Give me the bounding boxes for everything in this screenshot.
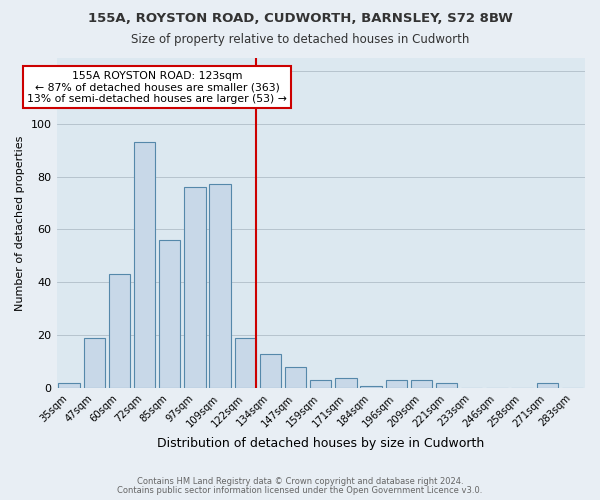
Y-axis label: Number of detached properties: Number of detached properties	[15, 135, 25, 310]
Text: 155A, ROYSTON ROAD, CUDWORTH, BARNSLEY, S72 8BW: 155A, ROYSTON ROAD, CUDWORTH, BARNSLEY, …	[88, 12, 512, 26]
Bar	[260, 354, 281, 388]
Bar	[411, 380, 432, 388]
Bar	[436, 383, 457, 388]
Bar	[310, 380, 331, 388]
Bar	[58, 383, 80, 388]
Bar	[109, 274, 130, 388]
Bar	[285, 367, 307, 388]
Bar	[184, 187, 206, 388]
X-axis label: Distribution of detached houses by size in Cudworth: Distribution of detached houses by size …	[157, 437, 484, 450]
Text: Contains HM Land Registry data © Crown copyright and database right 2024.: Contains HM Land Registry data © Crown c…	[137, 477, 463, 486]
Bar	[83, 338, 105, 388]
Bar	[386, 380, 407, 388]
Bar	[209, 184, 231, 388]
Bar	[335, 378, 356, 388]
Text: Contains public sector information licensed under the Open Government Licence v3: Contains public sector information licen…	[118, 486, 482, 495]
Bar	[159, 240, 181, 388]
Bar	[235, 338, 256, 388]
Bar	[134, 142, 155, 388]
Text: Size of property relative to detached houses in Cudworth: Size of property relative to detached ho…	[131, 32, 469, 46]
Bar	[536, 383, 558, 388]
Bar	[361, 386, 382, 388]
Text: 155A ROYSTON ROAD: 123sqm
← 87% of detached houses are smaller (363)
13% of semi: 155A ROYSTON ROAD: 123sqm ← 87% of detac…	[27, 70, 287, 104]
